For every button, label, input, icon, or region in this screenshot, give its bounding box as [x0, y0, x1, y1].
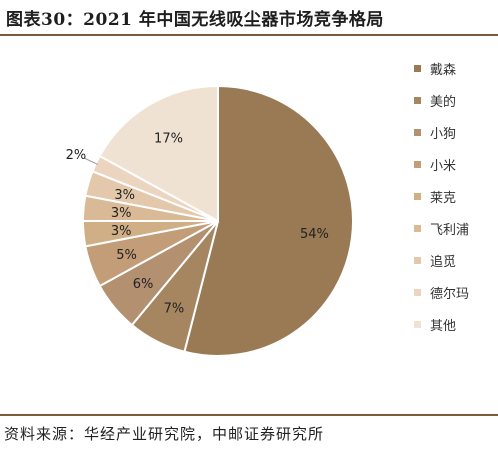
legend-item-1: 美的 — [414, 84, 498, 116]
legend-label: 戴森 — [430, 62, 457, 78]
data-label-3: 5% — [116, 248, 137, 263]
title-bar: 图表30：2021 年中国无线吸尘器市场竞争格局 — [0, 0, 498, 36]
legend-swatch — [414, 192, 421, 200]
chart-area: 54% 7% 6% 5% 3% 3% 3% 2% 17% — [0, 36, 498, 408]
legend-swatch — [414, 320, 421, 328]
source-bar: 资料来源：华经产业研究院，中邮证券研究所 — [0, 414, 498, 453]
pie-slice-0 — [183, 84, 354, 357]
legend-swatch — [414, 224, 421, 232]
data-label-5: 3% — [111, 206, 132, 221]
legend-item-0: 戴森 — [414, 52, 498, 84]
legend-item-4: 莱克 — [414, 180, 498, 212]
data-label-4: 3% — [111, 224, 132, 239]
leader-lines — [83, 157, 98, 165]
legend-swatch — [414, 256, 421, 264]
legend-item-7: 德尔玛 — [414, 276, 498, 308]
pie-slice-8 — [98, 84, 219, 223]
legend-swatch — [414, 96, 421, 104]
legend-item-3: 小米 — [414, 148, 498, 180]
legend-label: 小狗 — [430, 126, 457, 142]
legend-item-5: 飞利浦 — [414, 212, 498, 244]
legend-label: 其他 — [430, 318, 457, 334]
data-label-1: 7% — [164, 302, 185, 317]
legend: 戴森美的小狗小米莱克飞利浦追觅德尔玛其他 — [414, 52, 498, 340]
data-label-6: 3% — [114, 188, 135, 203]
data-label-2: 6% — [133, 277, 154, 292]
data-labels: 54% 7% 6% 5% 3% 3% 3% 2% 17% — [66, 131, 329, 316]
legend-swatch — [414, 160, 421, 168]
legend-swatch — [414, 64, 421, 72]
legend-item-8: 其他 — [414, 308, 498, 340]
leader-line-7 — [83, 157, 98, 165]
legend-label: 美的 — [430, 94, 457, 110]
data-label-7: 2% — [66, 148, 87, 163]
legend-label: 飞利浦 — [430, 222, 470, 238]
pie-slices — [81, 84, 354, 357]
legend-swatch — [414, 288, 421, 296]
legend-label: 小米 — [430, 158, 457, 174]
source-note: 资料来源：华经产业研究院，中邮证券研究所 — [4, 425, 325, 443]
pie-chart: 54% 7% 6% 5% 3% 3% 3% 2% 17% — [66, 84, 354, 357]
legend-swatch — [414, 128, 421, 136]
legend-label: 莱克 — [430, 190, 457, 206]
data-label-0: 54% — [300, 227, 329, 242]
legend-item-2: 小狗 — [414, 116, 498, 148]
page-title: 图表30：2021 年中国无线吸尘器市场竞争格局 — [6, 10, 384, 30]
legend-label: 德尔玛 — [430, 286, 470, 302]
legend-item-6: 追觅 — [414, 244, 498, 276]
data-label-8: 17% — [154, 131, 183, 146]
legend-label: 追觅 — [430, 254, 457, 270]
